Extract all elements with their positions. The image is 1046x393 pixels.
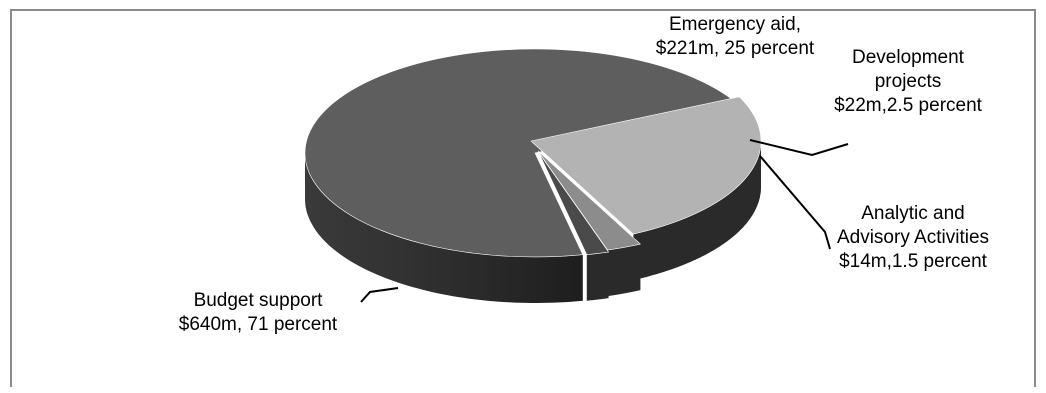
slice-labels: Budget support $640m, 71 percent Emergency… [179, 14, 989, 335]
pie-top [304, 48, 762, 258]
slice-label-line: $221m, 25 percent [656, 38, 815, 59]
slice-label-line: Budget support [194, 290, 324, 311]
slice-label-line: $22m,2.5 percent [834, 95, 983, 116]
leader-line-budget-support [360, 287, 399, 303]
slice-label-line: Analytic and [861, 203, 965, 224]
pie-slice-emergency-aid [530, 96, 762, 235]
slice-label-development-projects: Development projects $22m,2.5 percent [834, 47, 983, 116]
pie-side [305, 141, 761, 303]
pie-slice-development-projects [537, 150, 642, 251]
slice-label-line: Development [852, 47, 965, 68]
slice-label-line: Emergency aid, [669, 14, 801, 35]
slice-label-budget-support: Budget support $640m, 71 percent [179, 290, 338, 335]
leader-line-development-projects [749, 139, 849, 157]
pie-side-budget-support [305, 154, 583, 303]
slice-label-analytic-and-advisory-activities: Analytic and Advisory Activities $14m,1.5 … [837, 203, 989, 272]
leader-line-analytic-and-advisory-activities [759, 155, 831, 250]
leader-lines [360, 139, 849, 303]
slice-label-line: $14m,1.5 percent [839, 251, 988, 272]
slice-label-line: projects [875, 71, 942, 92]
slice-label-line: $640m, 71 percent [179, 314, 338, 335]
slice-label-emergency-aid: Emergency aid, $221m, 25 percent [656, 14, 815, 59]
pie-side-analytic-and-advisory-activities [586, 252, 609, 301]
pie-side-emergency-aid [633, 141, 761, 281]
pie-slice-budget-support [304, 48, 744, 258]
pie-slice-analytic-and-advisory-activities [538, 152, 610, 256]
chart-frame [10, 9, 1036, 387]
pie-side-development-projects [607, 244, 641, 297]
slice-label-line: Advisory Activities [837, 227, 989, 248]
